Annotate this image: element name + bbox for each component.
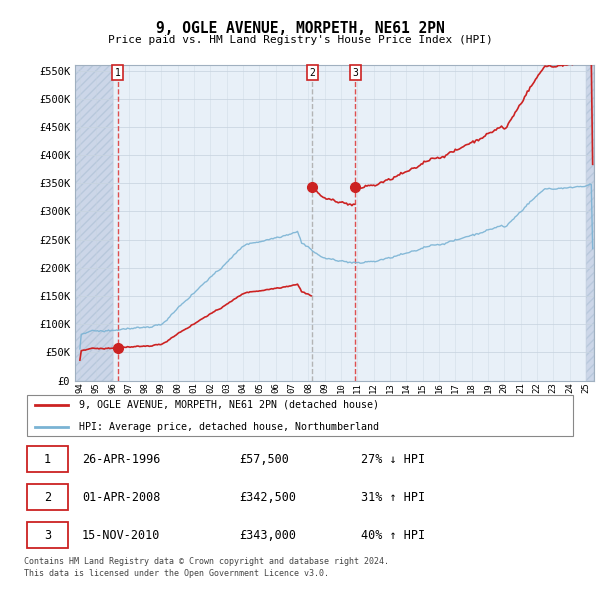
Text: 01-APR-2008: 01-APR-2008 [82,490,160,504]
FancyBboxPatch shape [27,522,68,548]
Text: £343,000: £343,000 [239,529,296,542]
Text: 3: 3 [352,68,358,78]
Bar [586,65,594,381]
Text: 9, OGLE AVENUE, MORPETH, NE61 2PN (detached house): 9, OGLE AVENUE, MORPETH, NE61 2PN (detac… [79,399,379,409]
FancyBboxPatch shape [27,447,68,472]
Bar [75,65,113,381]
Text: HPI: Average price, detached house, Northumberland: HPI: Average price, detached house, Nort… [79,422,379,432]
FancyBboxPatch shape [27,395,573,436]
Text: 27% ↓ HPI: 27% ↓ HPI [361,453,425,466]
Text: Contains HM Land Registry data © Crown copyright and database right 2024.
This d: Contains HM Land Registry data © Crown c… [24,557,389,578]
Text: 15-NOV-2010: 15-NOV-2010 [82,529,160,542]
Text: 1: 1 [115,68,121,78]
Text: 2: 2 [44,490,51,504]
Text: £342,500: £342,500 [239,490,296,504]
Text: £57,500: £57,500 [239,453,289,466]
Text: Price paid vs. HM Land Registry's House Price Index (HPI): Price paid vs. HM Land Registry's House … [107,35,493,45]
FancyBboxPatch shape [27,484,68,510]
Text: 2: 2 [310,68,316,78]
Text: 31% ↑ HPI: 31% ↑ HPI [361,490,425,504]
Text: 26-APR-1996: 26-APR-1996 [82,453,160,466]
Text: 3: 3 [44,529,51,542]
Text: 1: 1 [44,453,51,466]
Text: 40% ↑ HPI: 40% ↑ HPI [361,529,425,542]
Text: 9, OGLE AVENUE, MORPETH, NE61 2PN: 9, OGLE AVENUE, MORPETH, NE61 2PN [155,21,445,36]
